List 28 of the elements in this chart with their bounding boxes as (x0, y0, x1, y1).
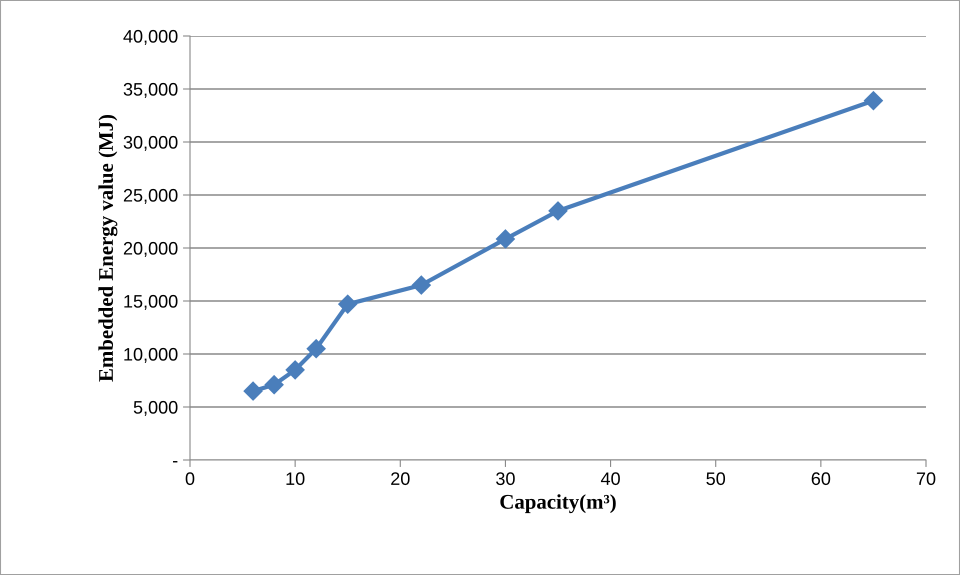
x-tick-label: 20 (391, 472, 410, 486)
point (548, 201, 568, 220)
x-tick-label: 60 (812, 472, 830, 486)
y-tick-label: 20,000 (124, 242, 178, 257)
point (864, 91, 883, 110)
x-tick-label: 70 (916, 472, 936, 486)
y-tick-label: 15,000 (124, 294, 178, 310)
x-tick-label: 0 (186, 472, 194, 486)
y-tick-label: 30,000 (124, 136, 178, 151)
x-tick-label: 10 (286, 472, 304, 486)
y-tick-label: - (172, 461, 178, 462)
x-tick-label: 50 (706, 472, 726, 486)
y-tick-label: 25,000 (124, 188, 178, 204)
point (244, 382, 263, 401)
point (286, 360, 305, 380)
y-axis-title: Embedded Energy value (MJ) (98, 114, 118, 382)
point (306, 339, 326, 358)
point (338, 294, 358, 314)
y-tick-label: 40,000 (123, 30, 178, 45)
y-tick-label: 5,000 (134, 400, 178, 416)
point (264, 375, 284, 394)
point (496, 229, 515, 249)
x-axis-title: Capacity(m³) (500, 494, 616, 514)
y-tick-label: 10,000 (124, 348, 178, 363)
x-tick-label: 40 (600, 472, 620, 486)
x-tick-label: 30 (496, 472, 515, 486)
y-tick-label: 35,000 (124, 82, 178, 98)
point (412, 276, 431, 295)
